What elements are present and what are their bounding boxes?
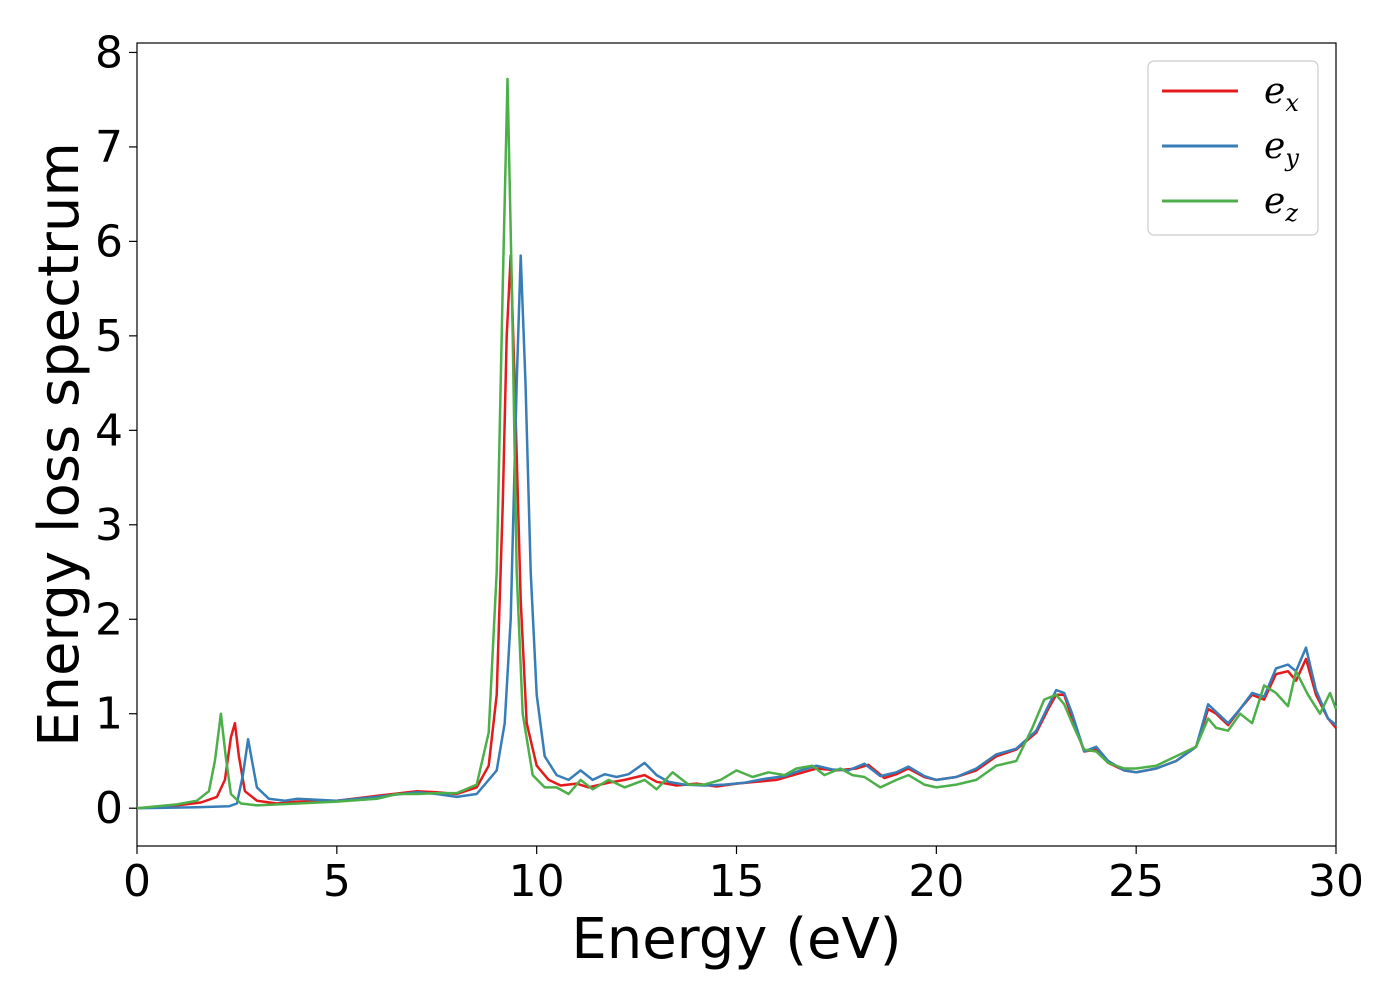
x-tick-label: 30 [1308,856,1364,907]
y-axis-ticks: 0 1 2 3 4 5 6 7 8 [95,27,137,834]
y-axis-label: Energy loss spectrum [27,142,92,747]
y-tick-label: 5 [95,311,123,362]
y-tick-label: 6 [95,216,123,267]
y-tick-label: 3 [95,500,123,551]
y-tick-label: 1 [95,689,123,740]
series-line-e_y [136,254,1337,810]
x-tick-label: 0 [123,856,151,907]
legend-label-e_x: ex [1264,71,1299,117]
legend-box [1147,60,1319,236]
x-tick-label: 15 [709,856,765,907]
x-tick-label: 5 [323,856,351,907]
y-tick-label: 0 [95,783,123,834]
y-tick-label: 8 [95,27,123,78]
x-axis-label: Energy (eV) [571,907,901,972]
series-layer [136,77,1338,810]
x-axis-ticks: 0 5 10 15 20 25 30 [123,846,1364,907]
y-tick-label: 2 [95,594,123,645]
y-tick-label: 4 [95,405,123,456]
series-line-e_x [136,254,1337,810]
legend: ex ey ez [1147,60,1319,236]
series-line-e_z [136,77,1338,810]
x-tick-label: 20 [908,856,964,907]
legend-label-e_y: ey [1264,126,1299,172]
legend-label-e_z: ez [1264,181,1298,227]
x-tick-label: 10 [509,856,565,907]
x-tick-label: 25 [1108,856,1164,907]
y-tick-label: 7 [95,122,123,173]
